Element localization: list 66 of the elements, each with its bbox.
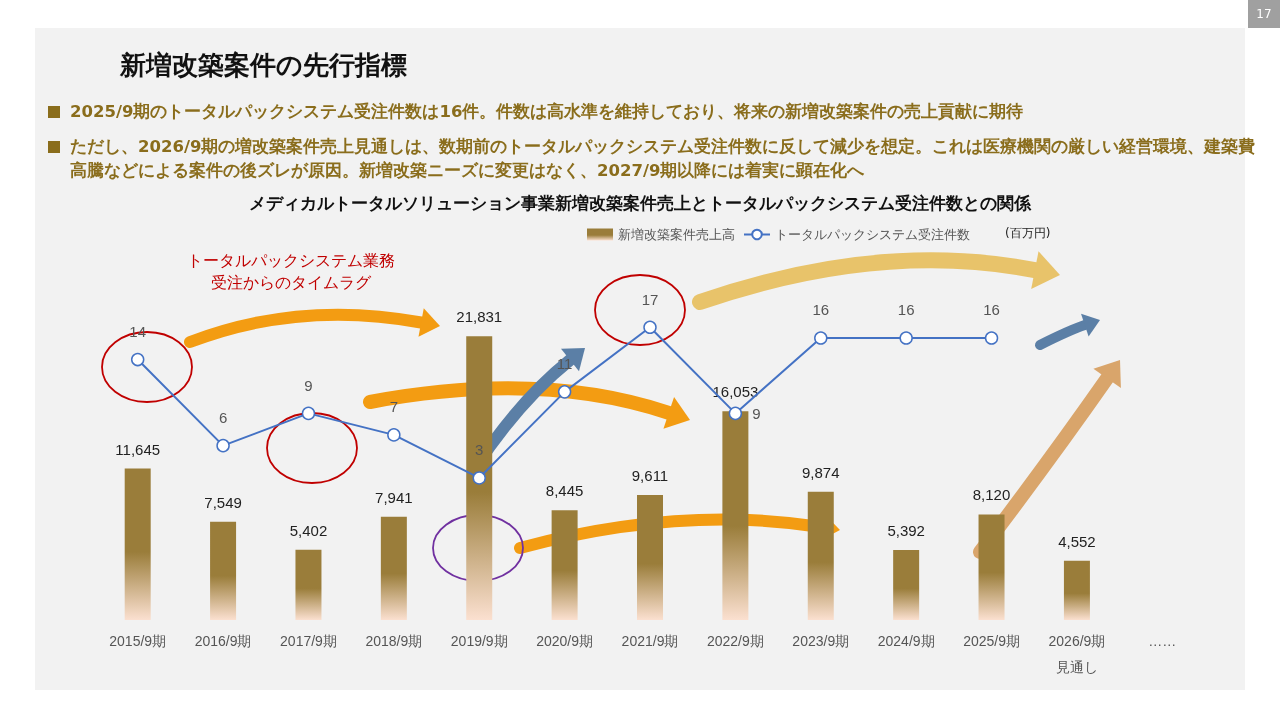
- chart-title: 新増改築案件の先行指標: [120, 49, 407, 82]
- data-label: 9,874: [802, 463, 840, 481]
- data-label: 16: [897, 301, 915, 319]
- data-label: 16: [983, 301, 1000, 319]
- data-label: 8,445: [545, 482, 584, 500]
- point: [387, 428, 401, 442]
- data-label: 5,402: [289, 521, 328, 539]
- data-label: 5,392: [887, 521, 925, 539]
- x-tick-label: 2017/9期: [280, 633, 337, 649]
- data-label: 11: [556, 355, 573, 373]
- point: [899, 331, 913, 345]
- bar: [466, 336, 493, 620]
- bar: [722, 411, 749, 620]
- data-label: 9: [304, 376, 313, 394]
- x-tick-label: 2021/9期: [621, 633, 679, 649]
- x-tick-label: 2016/9期: [194, 633, 252, 649]
- text: ただし、2026/9期の増改築案件売上見通しは、数期前のトータルパックシステム受注件数に反して減少を想定。これは医療機関の厳しい経営環境、建築費高騰などによる案件の後ズレが原因。新増改築ニーズに変更はなく、2027/9期以降には着実に顕在化へ: [48, 135, 1260, 183]
- data-label: 17: [641, 290, 659, 308]
- bar: [637, 495, 663, 620]
- data-label: 11,645: [115, 440, 161, 458]
- bar: [124, 468, 151, 620]
- point: [814, 331, 828, 345]
- x-tick-label: 2020/9期: [536, 633, 594, 649]
- point: [728, 406, 743, 421]
- text: 17: [1248, 0, 1280, 28]
- point: [216, 438, 230, 453]
- x-tick-label: 2025/9期: [963, 633, 1020, 649]
- text: 2025/9期のトータルパックシステム受注件数は16件。件数は高水準を維持しており、将来の新増改築案件の売上貢献に期待: [48, 100, 1260, 124]
- bar: [807, 491, 834, 620]
- bar: [380, 516, 407, 620]
- data-label: 9: [752, 404, 761, 422]
- bar: [295, 549, 322, 620]
- x-tick-label: 2023/9期: [792, 633, 850, 649]
- data-label: 3: [475, 441, 484, 459]
- x-tick-label: 2022/9期: [706, 633, 764, 649]
- data-label: 9,611: [631, 467, 669, 485]
- x-tick-label: 2024/9期: [877, 633, 935, 649]
- x-tick-label: 2026/9期見通し: [1048, 633, 1106, 675]
- text: トータルパックシステム業務受注からのタイムラグ: [186, 250, 396, 294]
- data-label: 21,831: [456, 308, 503, 326]
- x-tick-label: 2018/9期: [365, 633, 423, 649]
- data-label: 6: [218, 408, 228, 426]
- x-tick-label: 2015/9期: [109, 633, 167, 649]
- point: [984, 331, 999, 345]
- data-label: 7,941: [375, 488, 413, 506]
- bar: [978, 514, 1005, 620]
- bar: [893, 549, 920, 620]
- bar: [1063, 560, 1090, 620]
- data-label: 16: [812, 301, 830, 319]
- chart-subtitle: メディカルトータルソリューション事業新増改築案件売上とトータルパックシステム受注件数との関係: [249, 193, 1032, 213]
- point: [472, 471, 486, 485]
- point: [643, 320, 657, 335]
- data-label: 8,120: [972, 486, 1011, 504]
- point: [557, 385, 572, 399]
- point: [130, 352, 145, 367]
- legend-label: 新増改築案件売上高: [618, 227, 735, 242]
- x-tick-label: 2019/9期: [450, 633, 508, 649]
- point: [301, 406, 316, 421]
- x-tick-label: ……: [1148, 633, 1177, 649]
- legend-label: トータルパックシステム受注件数: [775, 227, 970, 242]
- bar: [551, 510, 578, 620]
- data-label: 4,552: [1058, 532, 1096, 550]
- data-label: 16,053: [712, 383, 759, 401]
- text: (百万円): [1005, 225, 1051, 242]
- bar: [210, 521, 237, 620]
- data-label: 7,549: [204, 493, 242, 511]
